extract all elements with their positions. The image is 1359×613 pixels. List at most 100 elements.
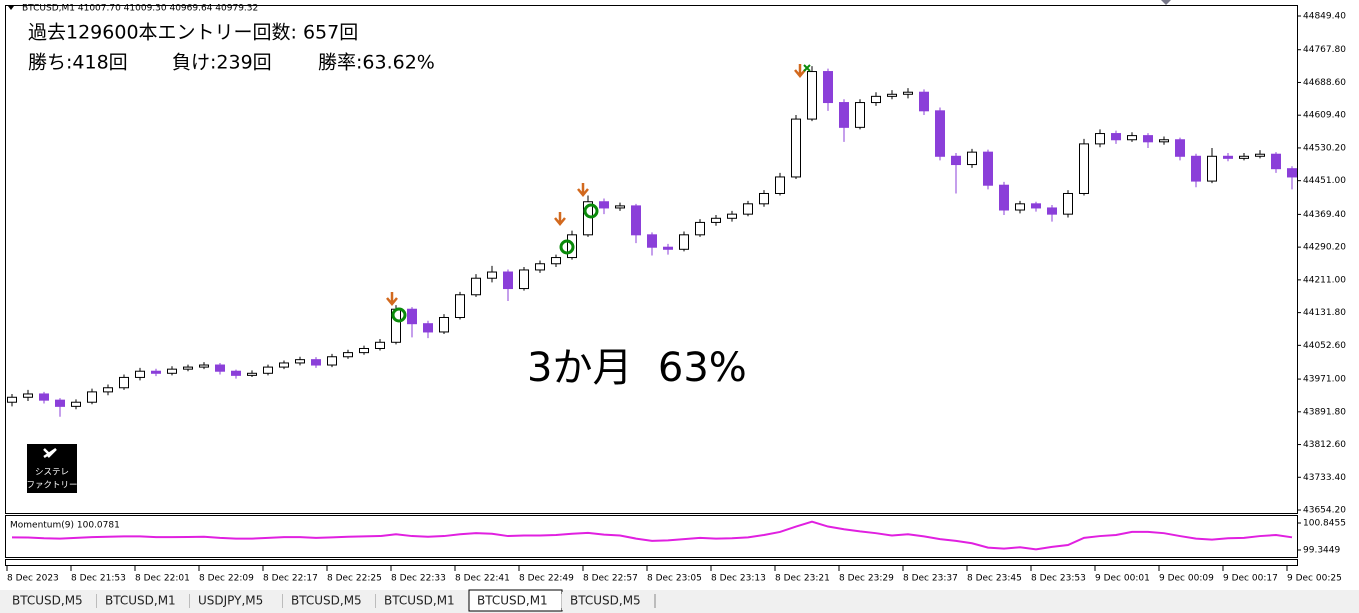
y-tick-label: 43971.00	[1303, 375, 1346, 385]
y-tick-label: 44609.40	[1303, 111, 1346, 121]
y-tick-label: 44451.00	[1303, 176, 1346, 186]
candle-body	[711, 217, 721, 223]
candle-body	[1207, 155, 1217, 182]
candle-body	[1239, 155, 1249, 159]
candle-body	[951, 155, 961, 166]
signals	[386, 64, 811, 323]
sell-arrow	[554, 212, 566, 226]
x-tick-label: 8 Dec 22:33	[391, 574, 446, 584]
candle-body	[263, 366, 273, 374]
candle-body	[71, 401, 81, 407]
candle-body	[967, 151, 977, 166]
losses-text: 負け:239回	[172, 52, 272, 74]
candle-body	[615, 205, 625, 209]
y-tick-label: 43891.80	[1303, 407, 1346, 417]
x-tick-label: 8 Dec 22:09	[199, 574, 254, 584]
scroll-marker	[1161, 0, 1171, 5]
candle-body	[839, 102, 849, 128]
candle-body	[983, 151, 993, 186]
candle-body	[823, 71, 833, 104]
candle-body	[375, 341, 385, 349]
x-tick-label: 8 Dec 22:01	[135, 574, 190, 584]
x-tick-label: 8 Dec 22:41	[455, 574, 510, 584]
y-tick-label: 44131.80	[1303, 308, 1346, 318]
candle-body	[439, 316, 449, 333]
exit-circle	[391, 307, 407, 323]
exit-circle	[583, 203, 599, 219]
candle-body	[807, 71, 817, 120]
candle-body	[231, 370, 241, 376]
candle-body	[1111, 133, 1121, 141]
tab	[4, 592, 97, 610]
logo: システレ ファクトリー	[26, 444, 78, 493]
indicator-tick-label: 99.3449	[1303, 546, 1340, 556]
logo-text: ファクトリー	[26, 481, 77, 491]
candle-body	[551, 257, 561, 265]
candle-body	[727, 213, 737, 219]
candle-body	[327, 356, 337, 366]
candle-body	[1031, 203, 1041, 209]
sell-arrow	[794, 64, 806, 78]
candle-body	[103, 387, 113, 393]
candle-body	[311, 359, 321, 366]
x-tick-label: 8 Dec 22:17	[263, 574, 318, 584]
sell-arrow	[386, 292, 398, 306]
candle-body	[343, 352, 353, 358]
candle-body	[1047, 207, 1057, 215]
x-tick-label: 8 Dec 23:29	[839, 574, 894, 584]
candle-body	[935, 110, 945, 157]
x-tick-label: 8 Dec 22:25	[327, 574, 382, 584]
candle-body	[999, 184, 1009, 211]
candle-body	[1095, 133, 1105, 145]
candle-body	[647, 234, 657, 248]
candle-body	[471, 277, 481, 296]
candle-body	[23, 393, 33, 398]
exit-circle	[559, 239, 575, 255]
tab	[190, 592, 283, 610]
indicator-title: Momentum(9) 100.0781	[10, 521, 120, 531]
candle-body	[167, 368, 177, 374]
momentum-line	[11, 520, 1293, 551]
candle-body	[855, 102, 865, 128]
candle-body	[519, 269, 529, 290]
candle-body	[1255, 153, 1265, 157]
candle-body	[151, 370, 161, 374]
candle-body	[407, 308, 417, 325]
candle-body	[903, 91, 913, 95]
wins-text: 勝ち:418回	[28, 52, 128, 74]
x-tick-label: 8 Dec 23:37	[903, 574, 958, 584]
candle-body	[631, 205, 641, 236]
sell-arrow	[577, 183, 589, 197]
candle-body	[119, 376, 129, 389]
y-tick-label: 44849.40	[1303, 11, 1346, 21]
candle-body	[487, 271, 497, 279]
y-tick-label: 44052.60	[1303, 341, 1346, 351]
candle-body	[759, 192, 769, 205]
rate-text: 勝率:63.62%	[318, 52, 435, 74]
chart-title: BTCUSD,M1 41007.70 41009.30 40969.64 409…	[22, 4, 258, 14]
y-tick-label: 44688.60	[1303, 78, 1346, 88]
candle-body	[247, 372, 257, 376]
x-tick-label: 8 Dec 22:57	[583, 574, 638, 584]
candle-body	[215, 364, 225, 372]
y-tick-label: 43654.20	[1303, 506, 1346, 516]
logo-text: システレ	[35, 468, 69, 478]
tab-label: BTCUSD,M5	[12, 594, 83, 608]
entries-text: 過去129600本エントリー回数: 657回	[28, 22, 358, 44]
candle-body	[599, 201, 609, 209]
x-tick-label: 8 Dec 22:49	[519, 574, 574, 584]
x-tick-label: 8 Dec 23:13	[711, 574, 766, 584]
tab-label: USDJPY,M5	[198, 594, 263, 608]
candle-body	[1127, 135, 1137, 141]
tab-label: BTCUSD,M1	[477, 594, 548, 608]
candle-body	[7, 396, 17, 403]
candle-body	[39, 393, 49, 401]
candle-body	[887, 93, 897, 97]
indicator-tick-label: 100.8455	[1303, 519, 1346, 529]
candle-body	[695, 221, 705, 236]
tab-label: BTCUSD,M5	[291, 594, 362, 608]
candle-body	[1079, 143, 1089, 194]
scroll-panel	[5, 559, 1298, 566]
